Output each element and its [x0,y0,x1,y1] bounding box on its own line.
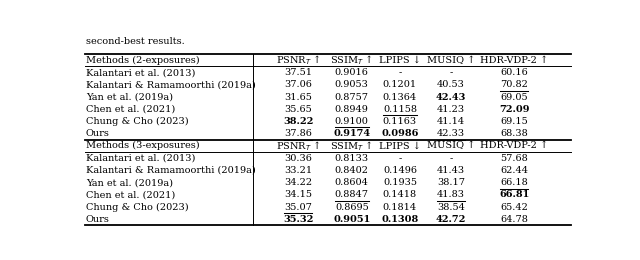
Text: LPIPS ↓: LPIPS ↓ [379,56,421,65]
Text: 0.8949: 0.8949 [335,105,369,114]
Text: PSNR$_T$ ↑: PSNR$_T$ ↑ [276,139,321,153]
Text: SSIM$_T$ ↑: SSIM$_T$ ↑ [330,139,373,153]
Text: Chung & Cho (2023): Chung & Cho (2023) [86,117,189,126]
Text: 70.82: 70.82 [500,80,528,89]
Text: Yan et al. (2019a): Yan et al. (2019a) [86,178,173,187]
Text: SSIM$_T$ ↑: SSIM$_T$ ↑ [330,54,373,67]
Text: -: - [398,154,401,163]
Text: Kalantari & Ramamoorthi (2019a): Kalantari & Ramamoorthi (2019a) [86,80,256,89]
Text: Chen et al. (2021): Chen et al. (2021) [86,190,175,199]
Text: 0.9100: 0.9100 [335,117,369,126]
Text: 42.33: 42.33 [437,129,465,138]
Text: 64.78: 64.78 [500,215,528,224]
Text: 0.1308: 0.1308 [381,215,419,224]
Text: 30.36: 30.36 [284,154,312,163]
Text: Ours: Ours [86,215,110,224]
Text: 69.05: 69.05 [500,93,528,101]
Text: 0.1201: 0.1201 [383,80,417,89]
Text: Kalantari et al. (2013): Kalantari et al. (2013) [86,68,195,77]
Text: -: - [449,68,452,77]
Text: 0.1163: 0.1163 [383,117,417,126]
Text: 40.53: 40.53 [437,80,465,89]
Text: 0.1814: 0.1814 [383,203,417,212]
Text: PSNR$_T$ ↑: PSNR$_T$ ↑ [276,54,321,67]
Text: Kalantari et al. (2013): Kalantari et al. (2013) [86,154,195,163]
Text: 57.68: 57.68 [500,154,528,163]
Text: 0.1158: 0.1158 [383,105,417,114]
Text: 0.8133: 0.8133 [335,154,369,163]
Text: 68.38: 68.38 [500,129,528,138]
Text: 62.44: 62.44 [500,166,528,175]
Text: Kalantari & Ramamoorthi (2019a): Kalantari & Ramamoorthi (2019a) [86,166,256,175]
Text: 0.8402: 0.8402 [335,166,369,175]
Text: Chung & Cho (2023): Chung & Cho (2023) [86,203,189,212]
Text: 42.43: 42.43 [436,93,466,101]
Text: 66.18: 66.18 [500,178,528,187]
Text: HDR-VDP-2 ↑: HDR-VDP-2 ↑ [480,141,548,151]
Text: LPIPS ↓: LPIPS ↓ [379,141,421,151]
Text: MUSIQ ↑: MUSIQ ↑ [427,141,475,151]
Text: 60.16: 60.16 [500,68,528,77]
Text: 35.07: 35.07 [284,203,312,212]
Text: 33.21: 33.21 [284,166,312,175]
Text: 41.43: 41.43 [437,166,465,175]
Text: 42.72: 42.72 [436,215,466,224]
Text: 0.8847: 0.8847 [335,190,369,199]
Text: 0.1364: 0.1364 [383,93,417,101]
Text: 69.15: 69.15 [500,117,528,126]
Text: 38.22: 38.22 [283,117,314,126]
Text: 34.15: 34.15 [284,190,312,199]
Text: 0.0986: 0.0986 [381,129,419,138]
Text: 0.8604: 0.8604 [335,178,369,187]
Text: 35.32: 35.32 [283,215,314,224]
Text: 0.9053: 0.9053 [335,80,369,89]
Text: 0.1418: 0.1418 [383,190,417,199]
Text: second-best results.: second-best results. [86,37,185,46]
Text: Yan et al. (2019a): Yan et al. (2019a) [86,93,173,101]
Text: 31.65: 31.65 [284,93,312,101]
Text: 34.22: 34.22 [284,178,312,187]
Text: -: - [449,154,452,163]
Text: 0.8695: 0.8695 [335,203,369,212]
Text: 0.9051: 0.9051 [333,215,371,224]
Text: 38.17: 38.17 [437,178,465,187]
Text: 0.8757: 0.8757 [335,93,369,101]
Text: 41.23: 41.23 [437,105,465,114]
Text: 0.1496: 0.1496 [383,166,417,175]
Text: 0.1935: 0.1935 [383,178,417,187]
Text: 0.9174: 0.9174 [333,129,371,138]
Text: HDR-VDP-2 ↑: HDR-VDP-2 ↑ [480,56,548,65]
Text: 37.06: 37.06 [284,80,312,89]
Text: 38.54: 38.54 [437,203,465,212]
Text: 41.83: 41.83 [437,190,465,199]
Text: 66.81: 66.81 [499,190,529,199]
Text: 37.51: 37.51 [284,68,312,77]
Text: 72.09: 72.09 [499,105,529,114]
Text: Chen et al. (2021): Chen et al. (2021) [86,105,175,114]
Text: Methods (3-exposures): Methods (3-exposures) [86,141,200,151]
Text: 65.42: 65.42 [500,203,528,212]
Text: 37.86: 37.86 [284,129,312,138]
Text: -: - [398,68,401,77]
Text: 0.9016: 0.9016 [335,68,369,77]
Text: Methods (2-exposures): Methods (2-exposures) [86,56,200,65]
Text: 41.14: 41.14 [437,117,465,126]
Text: 35.65: 35.65 [284,105,312,114]
Text: MUSIQ ↑: MUSIQ ↑ [427,56,475,65]
Text: Ours: Ours [86,129,110,138]
